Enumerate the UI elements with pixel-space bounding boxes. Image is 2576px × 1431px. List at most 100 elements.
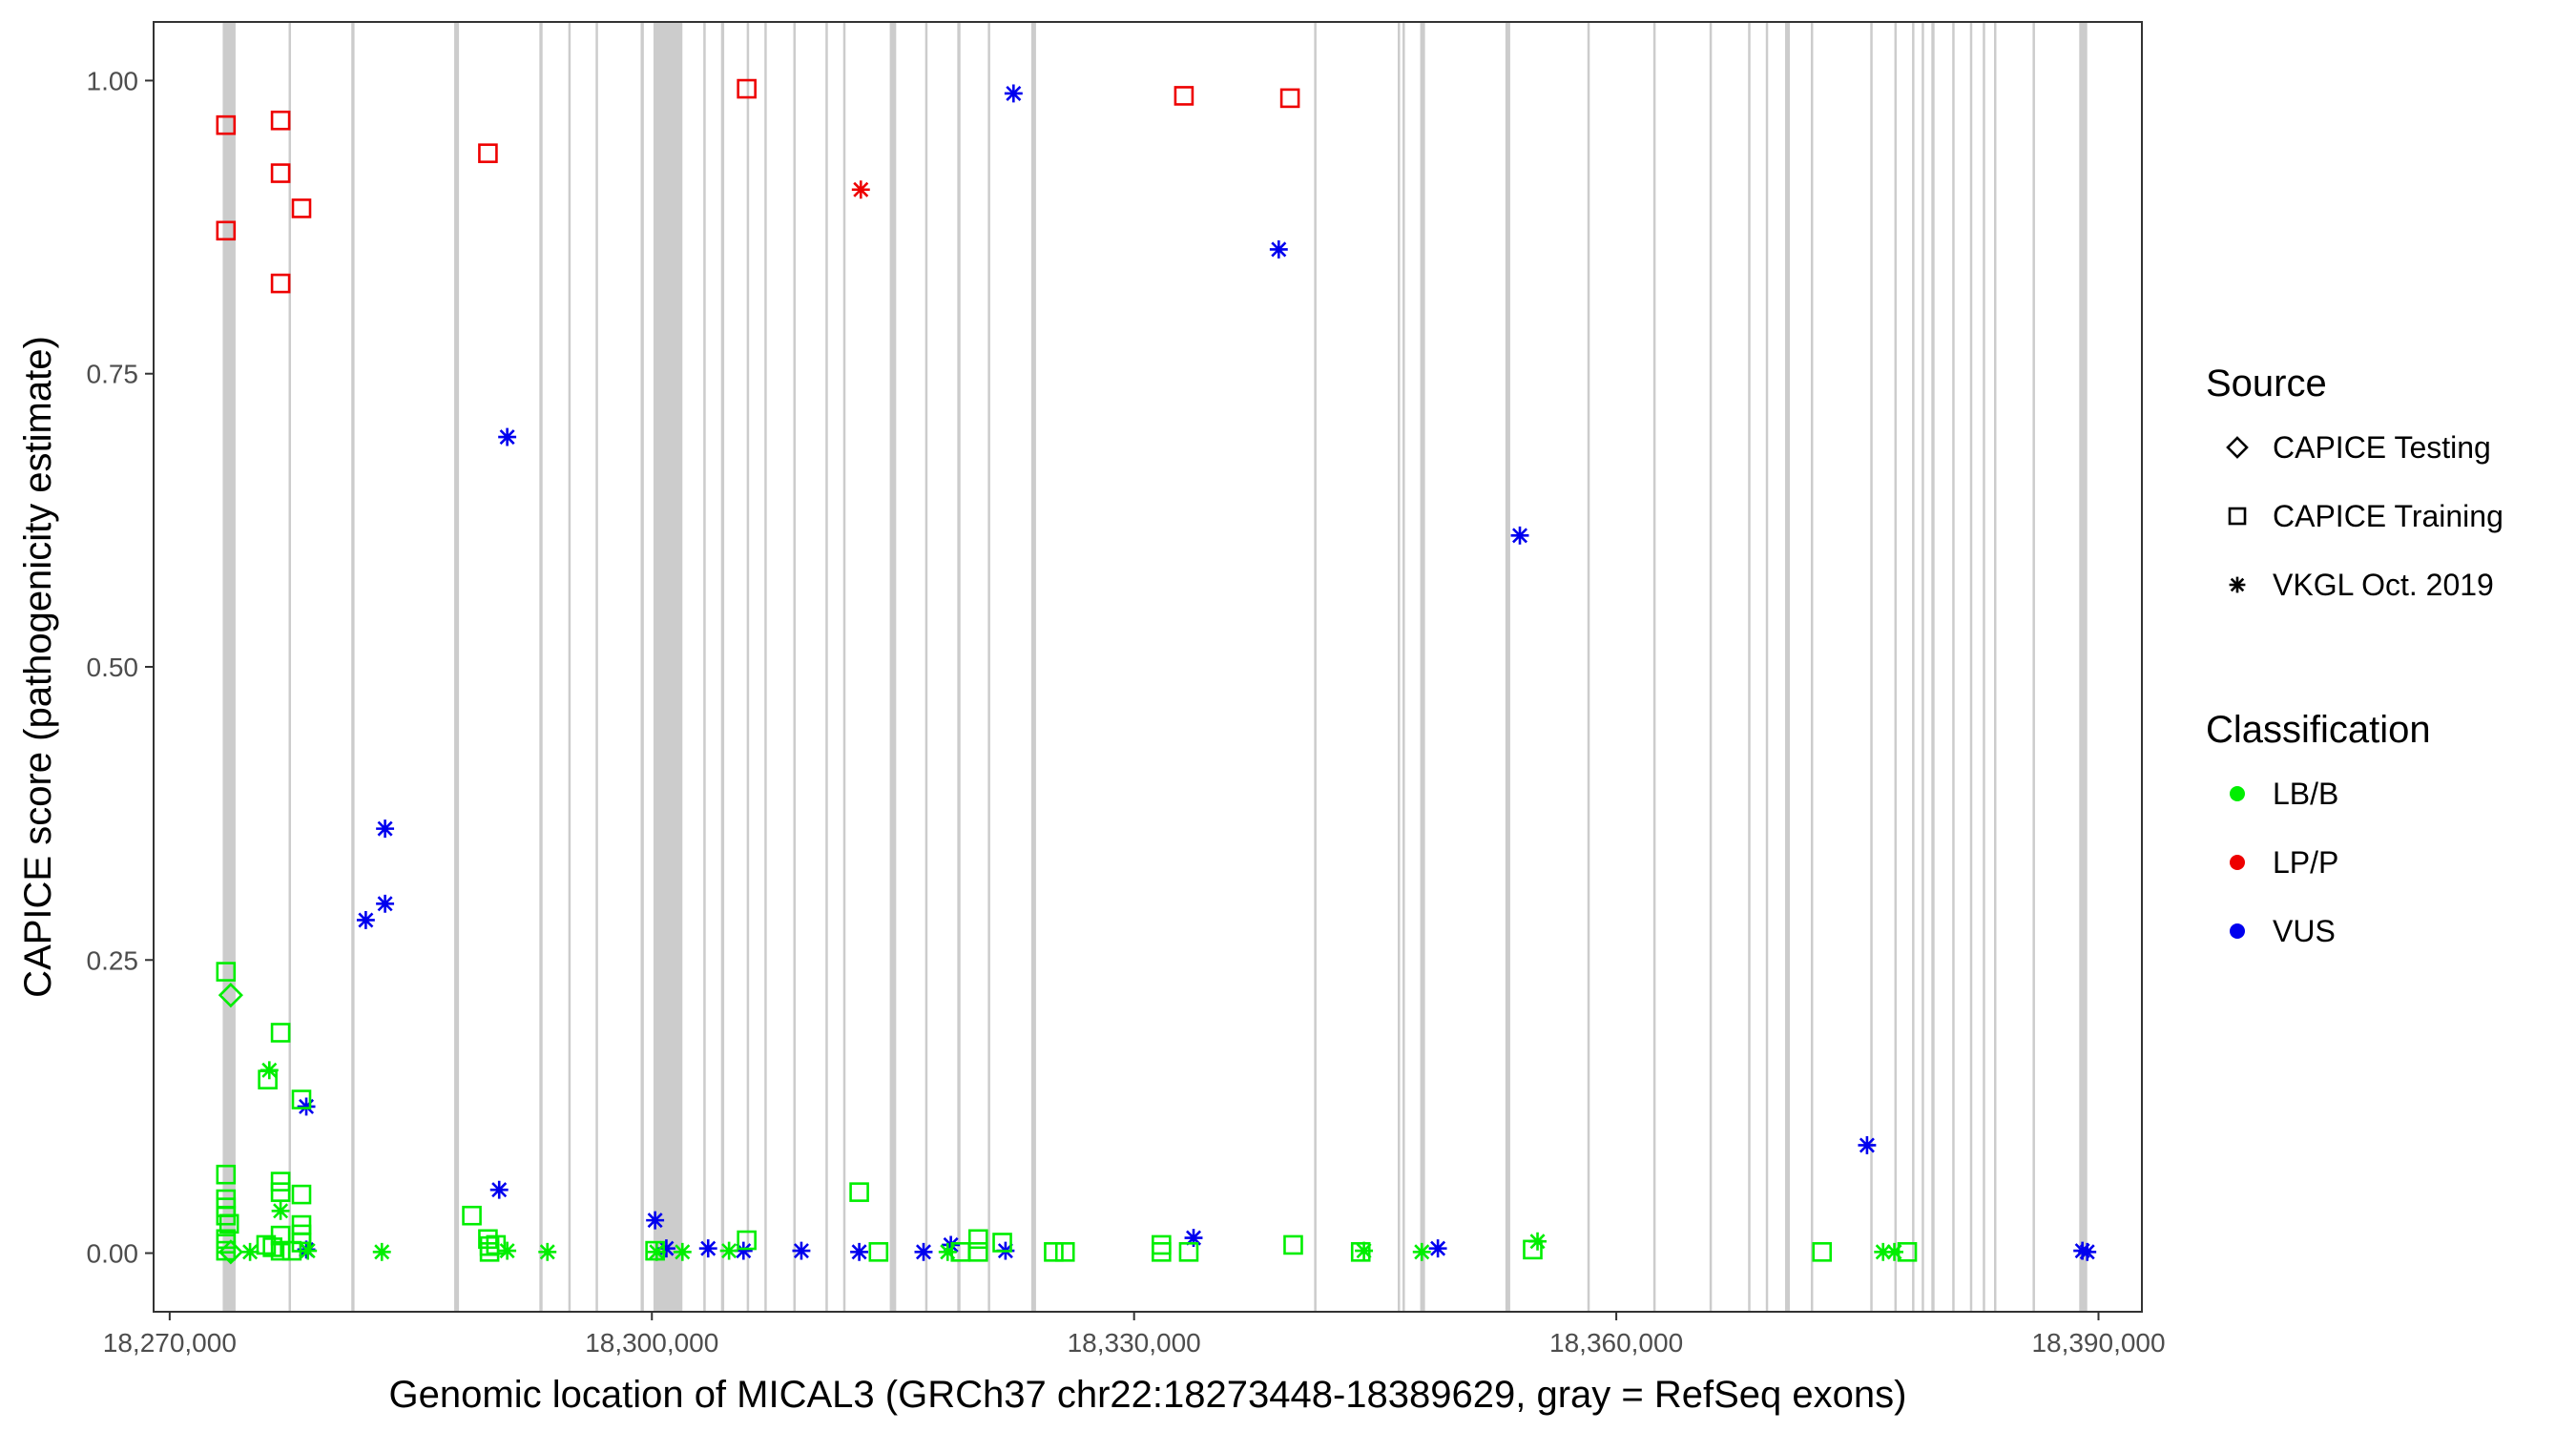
y-tick-label: 1.00 [87, 66, 139, 95]
data-point [646, 1211, 665, 1230]
data-point [291, 1184, 312, 1205]
data-point [698, 1239, 717, 1258]
data-point [1004, 84, 1023, 103]
legend-source-title: Source [2206, 363, 2327, 404]
data-point [1355, 1241, 1374, 1260]
x-tick-label: 18,270,000 [103, 1328, 237, 1358]
square-icon [2228, 507, 2247, 526]
exon-bands [222, 23, 2088, 1311]
exon-band [2032, 23, 2035, 1311]
data-point [270, 1172, 291, 1192]
data-point [1184, 1229, 1203, 1248]
data-point [868, 1242, 889, 1262]
exon-band [987, 23, 990, 1311]
exon-band [1402, 23, 1405, 1311]
data-point [270, 110, 291, 131]
data-point [1412, 1242, 1431, 1261]
legend-classification-label: VUS [2273, 914, 2336, 948]
data-point [647, 1242, 666, 1261]
data-point [216, 962, 237, 982]
asterisk-icon [2229, 576, 2246, 593]
exon-band [1587, 23, 1590, 1311]
data-point [1152, 1242, 1172, 1262]
data-point [1897, 1242, 1918, 1262]
data-point [462, 1205, 482, 1226]
x-tick-label: 18,390,000 [2031, 1328, 2165, 1358]
y-tick-label: 0.00 [87, 1239, 139, 1269]
data-point [1510, 526, 1529, 545]
diamond-icon [2226, 436, 2249, 459]
exon-band [825, 23, 828, 1311]
data-point [656, 1239, 675, 1258]
data-point [992, 1233, 1012, 1253]
data-point [216, 220, 237, 241]
y-tick-label: 0.75 [87, 360, 139, 389]
data-point [2078, 1242, 2097, 1261]
y-tick-label: 0.25 [87, 945, 139, 975]
data-points [216, 78, 2097, 1265]
data-point [1523, 1239, 1543, 1260]
data-point [356, 911, 375, 929]
data-point [734, 1241, 753, 1260]
legend-source-item: VKGL Oct. 2019 [2229, 568, 2494, 602]
exon-band [924, 23, 928, 1311]
exon-band [653, 23, 683, 1311]
exon-band [1765, 23, 1769, 1311]
data-point [256, 1234, 277, 1255]
exon-band [1810, 23, 1814, 1311]
data-point [1428, 1239, 1447, 1258]
data-point [291, 1089, 312, 1110]
axes: 18,270,000 18,300,000 18,330,000 18,360,000… [87, 66, 2166, 1358]
data-point [216, 114, 237, 135]
data-point [1283, 1234, 1303, 1255]
data-point [216, 1164, 237, 1185]
exon-band [1420, 23, 1425, 1311]
exon-band [1931, 23, 1935, 1311]
data-point [218, 1239, 243, 1265]
data-point [1279, 88, 1300, 109]
exon-band [1505, 23, 1510, 1311]
exon-band [1894, 23, 1898, 1311]
x-tick-label: 18,360,000 [1549, 1328, 1683, 1358]
exon-band [595, 23, 598, 1311]
data-point [1174, 86, 1195, 106]
exon-band [1030, 23, 1036, 1311]
data-point [372, 1242, 391, 1261]
x-axis-title: Genomic location of MICAL3 (GRCh37 chr22… [389, 1374, 1907, 1416]
exon-band [568, 23, 571, 1311]
data-point [1054, 1242, 1075, 1262]
y-axis-title: CAPICE score (pathogenicity estimate) [17, 336, 59, 998]
data-point [538, 1242, 557, 1261]
data-point [645, 1240, 665, 1261]
exon-band [1994, 23, 1997, 1311]
exon-band [454, 23, 460, 1311]
data-point [673, 1242, 692, 1261]
data-point [792, 1241, 811, 1260]
data-point [1269, 239, 1288, 259]
data-point [851, 180, 870, 199]
exon-band [1870, 23, 1873, 1311]
legend-classification-label: LB/B [2273, 777, 2338, 811]
data-point [270, 163, 291, 183]
exon-band [222, 23, 236, 1311]
x-tick-label: 18,300,000 [585, 1328, 718, 1358]
legend-classification-item: LP/P [2230, 845, 2338, 880]
exon-band [1397, 23, 1401, 1311]
data-point [914, 1242, 933, 1261]
data-point [737, 78, 757, 99]
data-point [479, 1242, 500, 1262]
data-point [258, 1069, 278, 1089]
exon-band [1952, 23, 1955, 1311]
exon-band [1983, 23, 1985, 1311]
data-point [498, 1241, 517, 1260]
exon-band [842, 23, 846, 1311]
exon-band [1969, 23, 1973, 1311]
exon-band [793, 23, 797, 1311]
data-point [1812, 1242, 1833, 1262]
data-point [486, 1234, 507, 1255]
data-point [270, 273, 291, 294]
exon-band [1652, 23, 1656, 1311]
exon-band [1784, 23, 1791, 1311]
exon-band [2079, 23, 2088, 1311]
data-point [967, 1242, 988, 1262]
